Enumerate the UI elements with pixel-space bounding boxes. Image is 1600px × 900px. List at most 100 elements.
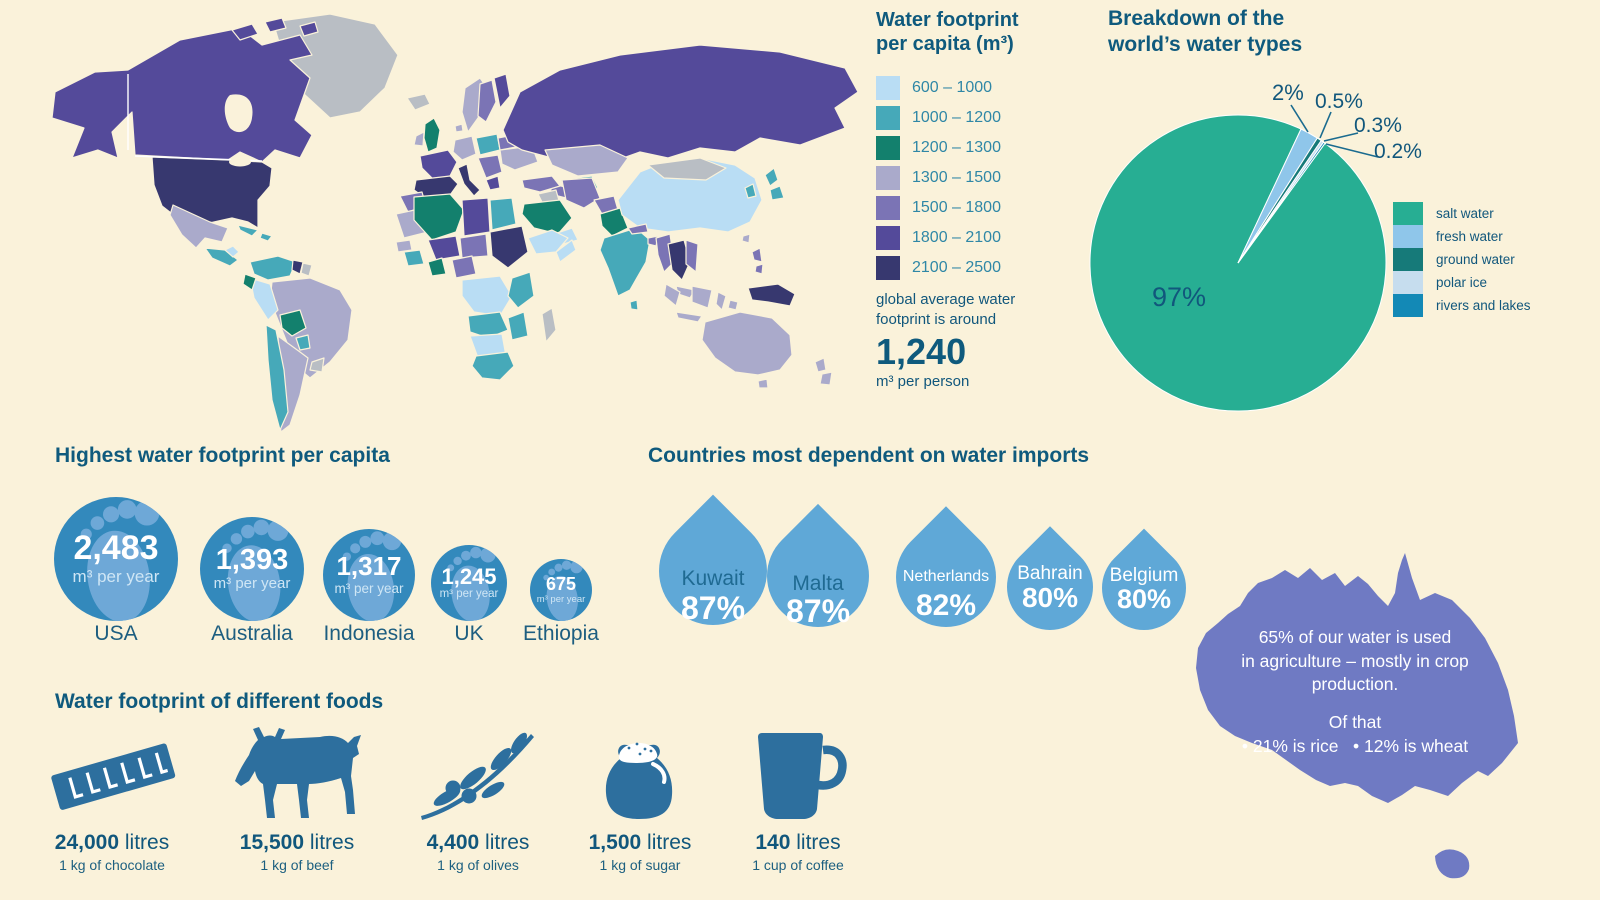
- legend-swatch: [876, 76, 900, 100]
- footprint-unit: m³ per year: [72, 566, 160, 586]
- legend-swatch: [1393, 271, 1423, 294]
- map-country-india: [599, 227, 651, 297]
- legend-label: 600 – 1000: [912, 79, 993, 96]
- map-country-canada: [51, 27, 313, 163]
- drop-country: Kuwait: [681, 566, 745, 590]
- map-country-philippines: [751, 247, 763, 263]
- drop-percent: 87%: [680, 589, 746, 626]
- map-country-mozambique: [507, 311, 529, 341]
- map-country-uk: [423, 117, 441, 153]
- drop-netherlands: Netherlands 82%: [875, 506, 1017, 648]
- legend-swatch: [876, 256, 900, 280]
- footprint-icon: [543, 560, 583, 621]
- drop-bahrain: Bahrain 80%: [989, 526, 1111, 648]
- map-region-north-america: [51, 13, 431, 267]
- map-country-iran: [561, 177, 601, 209]
- footprint-australia: 1,393 m³ per year: [200, 517, 304, 621]
- legend-swatch: [876, 136, 900, 160]
- map-legend-title: Water footprint per capita (m³): [876, 9, 1019, 55]
- legend-swatch: [876, 106, 900, 130]
- map-region-asia: [502, 44, 859, 323]
- drop-percent: 80%: [1021, 582, 1079, 614]
- footprint-usa: 2,483 m³ per year: [54, 497, 178, 621]
- footprint-value: 1,393: [215, 543, 289, 576]
- legend-item: fresh water: [1393, 225, 1583, 248]
- footprint-value: 2,483: [73, 528, 159, 567]
- food-value: 1,500 litres: [588, 831, 692, 854]
- pie-callout-rivers-lakes: 0.2%: [1374, 140, 1422, 163]
- map-country-iceland: [406, 93, 431, 111]
- map-region-oceania: [701, 311, 833, 389]
- legend-item: salt water: [1393, 202, 1583, 225]
- footprint-value: 1,245: [441, 563, 497, 589]
- legend-label: salt water: [1436, 206, 1494, 221]
- map-country-nigeria: [451, 255, 477, 279]
- footprint-indonesia: 1,317 m³ per year: [323, 529, 415, 621]
- pie-legend: salt water fresh water ground water pola…: [1393, 202, 1583, 317]
- imports-title: Countries most dependent on water import…: [648, 444, 1090, 467]
- footprint-unit: m³ per year: [334, 580, 404, 596]
- drop-country: Netherlands: [902, 567, 990, 585]
- map-country-nepal: [627, 223, 649, 235]
- footprint-icon: [222, 519, 289, 621]
- map-country-australia: [701, 311, 793, 376]
- footprint-country: Australia: [211, 622, 293, 645]
- footprint-country: USA: [94, 622, 138, 645]
- legend-label: 1500 – 1800: [912, 199, 1001, 216]
- map-country-paraguay: [295, 334, 311, 351]
- map-country-kazakhstan: [544, 144, 629, 177]
- legend-item: 1000 – 1200: [876, 106, 1066, 130]
- legend-label: rivers and lakes: [1436, 298, 1531, 313]
- food-coffee: 140 litres 1 cup of coffee: [703, 712, 893, 873]
- map-country-usa: [151, 156, 273, 229]
- legend-label: 1200 – 1300: [912, 139, 1001, 156]
- pie-callout-lines: [1290, 104, 1379, 158]
- map-country-guyana: [291, 259, 304, 275]
- food-sugar: 1,500 litres 1 kg of sugar: [545, 712, 735, 873]
- food-desc: 1 kg of sugar: [599, 857, 681, 873]
- map-country-chile: [265, 324, 289, 431]
- map-country-south-africa: [471, 351, 515, 381]
- global-average-value: 1,240: [876, 330, 967, 372]
- legend-swatch: [1393, 248, 1423, 271]
- map-country-guinea: [403, 249, 425, 267]
- drop-country: Malta: [792, 571, 844, 595]
- legend-item: 2100 – 2500: [876, 256, 1066, 280]
- map-caribbean: [237, 224, 259, 237]
- footprint-icon: [80, 500, 160, 621]
- map-country-france: [419, 149, 458, 181]
- pie-label-97: 97%: [1152, 282, 1206, 312]
- drop-malta: Malta 87%: [745, 503, 891, 649]
- legend-label: 2100 – 2500: [912, 259, 1001, 276]
- drop-percent: 82%: [915, 588, 977, 622]
- map-country-bolivia: [279, 309, 307, 337]
- food-value: 24,000 litres: [54, 831, 170, 854]
- legend-label: 1000 – 1200: [912, 109, 1001, 126]
- footprint-country: UK: [454, 622, 484, 645]
- pie-callout-ground-water: 0.5%: [1315, 90, 1363, 113]
- food-value: 15,500 litres: [239, 831, 355, 854]
- map-legend-items: 600 – 1000 1000 – 1200 1200 – 1300 1300 …: [876, 76, 1066, 280]
- food-value: 140 litres: [755, 831, 841, 854]
- footprint-value: 675: [545, 573, 577, 594]
- map-central-america: [204, 247, 239, 267]
- footprint-unit: m³ per year: [439, 587, 499, 600]
- map-balkans: [477, 154, 503, 179]
- footprints-title: Highest water footprint per capita: [55, 444, 390, 467]
- food-desc: 1 kg of olives: [437, 857, 519, 873]
- map-country-papua-new-guinea: [747, 283, 796, 307]
- map-country-mali: [427, 235, 461, 261]
- drop-percent: 80%: [1116, 583, 1172, 614]
- footprint-icon: [447, 546, 496, 621]
- footprint-unit: m³ per year: [536, 593, 586, 605]
- legend-item: ground water: [1393, 248, 1583, 271]
- chocolate-bar-icon: [17, 712, 207, 824]
- map-country-senegal: [395, 239, 413, 253]
- drop-belgium: Belgium 80%: [1084, 528, 1204, 648]
- olive-branch-icon: [383, 712, 573, 824]
- footprint-unit: m³ per year: [213, 575, 291, 593]
- legend-label: polar ice: [1436, 275, 1488, 290]
- map-country-greece: [485, 175, 501, 191]
- food-value: 4,400 litres: [426, 831, 530, 854]
